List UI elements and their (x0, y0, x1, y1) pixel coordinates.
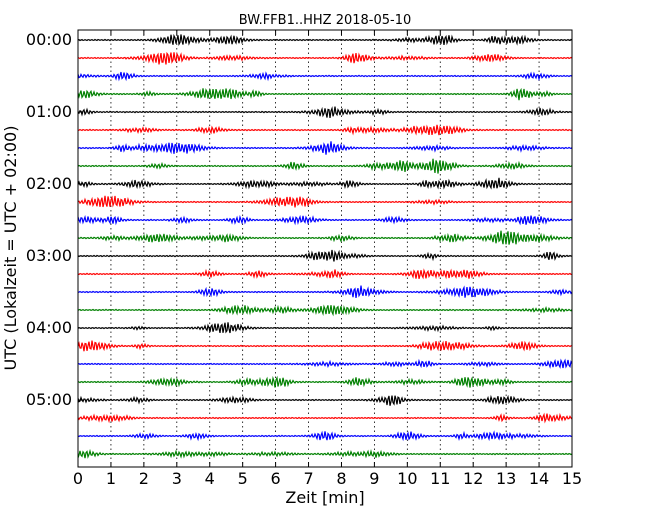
x-tick-label: 6 (271, 469, 281, 488)
x-tick-label: 4 (205, 469, 215, 488)
vertical-gridlines (110, 30, 540, 467)
x-tick-label: 15 (562, 469, 582, 488)
y-tick-label: 01:00 (26, 102, 72, 121)
trace-line-7 (77, 158, 573, 174)
trace-line-12 (77, 249, 573, 262)
x-tick-label: 1 (106, 469, 116, 488)
trace-line-4 (77, 106, 572, 119)
trace-line-23 (77, 448, 573, 459)
y-tick-label: 00:00 (26, 30, 72, 49)
x-axis-label: Zeit [min] (285, 488, 364, 507)
trace-line-6 (77, 141, 573, 155)
trace-line-0 (77, 33, 573, 46)
x-tick-label: 2 (139, 469, 149, 488)
trace-line-8 (77, 177, 573, 190)
y-axis-label: UTC (Lokalzeit = UTC + 02:00) (1, 126, 20, 371)
trace-line-2 (77, 71, 573, 82)
trace-line-3 (77, 87, 573, 101)
x-tick-label: 5 (238, 469, 248, 488)
x-tick-label: 0 (73, 469, 83, 488)
y-axis-ticks: 00:00 01:00 02:00 03:00 04:00 05:00 (26, 30, 572, 409)
trace-line-19 (77, 375, 573, 388)
trace-line-17 (77, 340, 573, 352)
seismogram-traces (77, 33, 573, 459)
chart-title: BW.FFB1..HHZ 2018-05-10 (239, 13, 412, 28)
y-tick-label: 02:00 (26, 174, 72, 193)
trace-line-15 (77, 304, 573, 317)
trace-line-11 (77, 230, 573, 245)
trace-line-18 (77, 358, 573, 369)
x-tick-label: 8 (336, 469, 346, 488)
y-tick-label: 05:00 (26, 390, 72, 409)
x-tick-label: 7 (303, 469, 313, 488)
y-tick-label: 04:00 (26, 318, 72, 337)
trace-line-5 (77, 124, 573, 136)
x-tick-label: 12 (463, 469, 483, 488)
trace-line-22 (77, 430, 573, 442)
x-tick-label: 9 (369, 469, 379, 488)
trace-line-1 (77, 51, 573, 65)
trace-line-13 (77, 268, 573, 280)
x-tick-label: 14 (529, 469, 549, 488)
x-axis-ticks: 0 1 2 3 4 5 6 7 8 9 10 11 12 13 14 15 (73, 30, 582, 488)
plot-frame (77, 29, 573, 468)
y-tick-label: 03:00 (26, 246, 72, 265)
x-tick-label: 3 (172, 469, 182, 488)
trace-line-9 (77, 195, 573, 208)
trace-line-21 (77, 412, 573, 424)
x-tick-label: 11 (430, 469, 450, 488)
trace-line-14 (77, 285, 573, 298)
x-tick-label: 13 (496, 469, 516, 488)
trace-line-16 (77, 322, 573, 334)
x-tick-label: 10 (397, 469, 417, 488)
trace-line-20 (77, 394, 573, 406)
trace-line-10 (77, 214, 573, 226)
